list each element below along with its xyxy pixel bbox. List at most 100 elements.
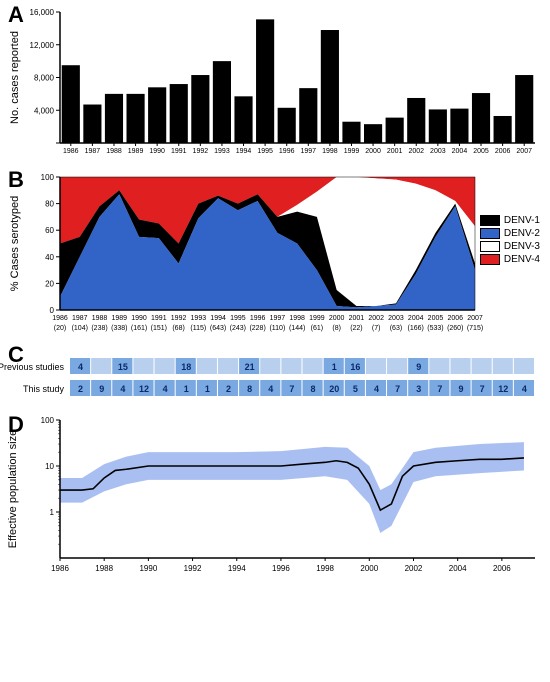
svg-text:8,000: 8,000 xyxy=(34,74,55,83)
svg-text:1999: 1999 xyxy=(309,315,325,322)
svg-text:1987: 1987 xyxy=(72,315,88,322)
svg-text:(151): (151) xyxy=(151,325,167,332)
legend-swatch xyxy=(480,228,500,239)
svg-text:(533): (533) xyxy=(427,325,443,332)
svg-text:1996: 1996 xyxy=(250,315,266,322)
svg-text:2007: 2007 xyxy=(516,148,532,155)
svg-text:(161): (161) xyxy=(131,325,147,332)
svg-text:2001: 2001 xyxy=(387,148,403,155)
svg-text:12: 12 xyxy=(498,384,508,394)
svg-text:(260): (260) xyxy=(447,325,463,332)
svg-text:18: 18 xyxy=(181,362,191,372)
svg-text:1997: 1997 xyxy=(270,315,286,322)
svg-text:8: 8 xyxy=(247,384,252,394)
skyline-plot: 1101001986198819901992199419961998200020… xyxy=(0,410,550,580)
svg-text:(22): (22) xyxy=(350,325,362,332)
legend-label: DENV-3 xyxy=(504,241,540,252)
svg-text:1986: 1986 xyxy=(52,315,68,322)
svg-text:1998: 1998 xyxy=(322,148,338,155)
panel-c: C Previous studiesThis study429154124181… xyxy=(0,340,550,410)
svg-text:2006: 2006 xyxy=(495,148,511,155)
svg-text:1996: 1996 xyxy=(272,564,290,573)
svg-text:15: 15 xyxy=(118,362,128,372)
svg-text:1992: 1992 xyxy=(193,148,209,155)
sample-size-table: Previous studiesThis study42915412418112… xyxy=(0,340,550,410)
svg-text:20: 20 xyxy=(45,279,54,288)
svg-text:(8): (8) xyxy=(332,325,341,332)
svg-text:1998: 1998 xyxy=(289,315,305,322)
svg-text:1994: 1994 xyxy=(236,148,252,155)
svg-text:2004: 2004 xyxy=(449,564,467,573)
svg-text:(68): (68) xyxy=(172,325,184,332)
svg-text:7: 7 xyxy=(437,384,442,394)
svg-text:100: 100 xyxy=(41,173,55,182)
svg-text:1: 1 xyxy=(205,384,210,394)
svg-text:(243): (243) xyxy=(230,325,246,332)
svg-text:1992: 1992 xyxy=(171,315,187,322)
svg-text:9: 9 xyxy=(99,384,104,394)
svg-text:7: 7 xyxy=(480,384,485,394)
svg-text:(228): (228) xyxy=(249,325,265,332)
svg-text:(115): (115) xyxy=(190,325,206,332)
legend-item: DENV-3 xyxy=(480,241,540,252)
svg-text:1: 1 xyxy=(332,362,337,372)
legend-label: DENV-1 xyxy=(504,215,540,226)
svg-text:2000: 2000 xyxy=(360,564,378,573)
svg-text:2004: 2004 xyxy=(452,148,468,155)
svg-text:4,000: 4,000 xyxy=(34,106,55,115)
svg-text:21: 21 xyxy=(245,362,255,372)
stacked-area-chart: 0204060801001986(20)1987(104)1988(238)19… xyxy=(0,165,550,340)
svg-text:80: 80 xyxy=(45,200,54,209)
svg-text:2: 2 xyxy=(78,384,83,394)
svg-text:4: 4 xyxy=(120,384,125,394)
panel-c-label: C xyxy=(8,342,24,368)
svg-text:(166): (166) xyxy=(408,325,424,332)
svg-text:2005: 2005 xyxy=(428,315,444,322)
svg-text:0: 0 xyxy=(50,306,55,315)
svg-text:(715): (715) xyxy=(467,325,483,332)
legend-label: DENV-4 xyxy=(504,254,540,265)
svg-text:1994: 1994 xyxy=(210,315,226,322)
svg-text:4: 4 xyxy=(163,384,168,394)
svg-text:1995: 1995 xyxy=(257,148,273,155)
svg-text:Effective population size: Effective population size xyxy=(7,430,19,548)
svg-text:20: 20 xyxy=(329,384,339,394)
svg-text:1: 1 xyxy=(184,384,189,394)
svg-text:12,000: 12,000 xyxy=(30,41,55,50)
svg-text:8: 8 xyxy=(311,384,316,394)
svg-text:2002: 2002 xyxy=(368,315,384,322)
svg-text:No. cases reported: No. cases reported xyxy=(9,31,21,124)
legend-label: DENV-2 xyxy=(504,228,540,239)
svg-text:2002: 2002 xyxy=(405,564,423,573)
svg-text:1992: 1992 xyxy=(184,564,202,573)
svg-text:2002: 2002 xyxy=(408,148,424,155)
panel-b: B 0204060801001986(20)1987(104)1988(238)… xyxy=(0,165,550,340)
svg-text:16,000: 16,000 xyxy=(30,8,55,17)
svg-text:(643): (643) xyxy=(210,325,226,332)
svg-text:4: 4 xyxy=(374,384,379,394)
svg-text:1990: 1990 xyxy=(139,564,157,573)
svg-text:(63): (63) xyxy=(390,325,402,332)
svg-text:2006: 2006 xyxy=(493,564,511,573)
svg-text:100: 100 xyxy=(41,416,55,425)
svg-text:9: 9 xyxy=(416,362,421,372)
svg-text:1990: 1990 xyxy=(131,315,147,322)
svg-text:(104): (104) xyxy=(72,325,88,332)
panel-a: A 4,0008,00012,00016,0001986198719881989… xyxy=(0,0,550,165)
svg-text:1993: 1993 xyxy=(214,148,230,155)
svg-text:(7): (7) xyxy=(372,325,381,332)
svg-text:2: 2 xyxy=(226,384,231,394)
svg-text:4: 4 xyxy=(78,362,83,372)
svg-text:12: 12 xyxy=(139,384,149,394)
svg-text:1999: 1999 xyxy=(344,148,360,155)
legend-swatch xyxy=(480,215,500,226)
svg-text:1991: 1991 xyxy=(171,148,187,155)
area-legend: DENV-1 DENV-2 DENV-3 DENV-4 xyxy=(480,215,540,267)
svg-text:(144): (144) xyxy=(289,325,305,332)
svg-text:40: 40 xyxy=(45,253,54,262)
svg-text:1989: 1989 xyxy=(128,148,144,155)
svg-text:1991: 1991 xyxy=(151,315,167,322)
legend-item: DENV-2 xyxy=(480,228,540,239)
svg-text:1987: 1987 xyxy=(85,148,101,155)
svg-text:1994: 1994 xyxy=(228,564,246,573)
